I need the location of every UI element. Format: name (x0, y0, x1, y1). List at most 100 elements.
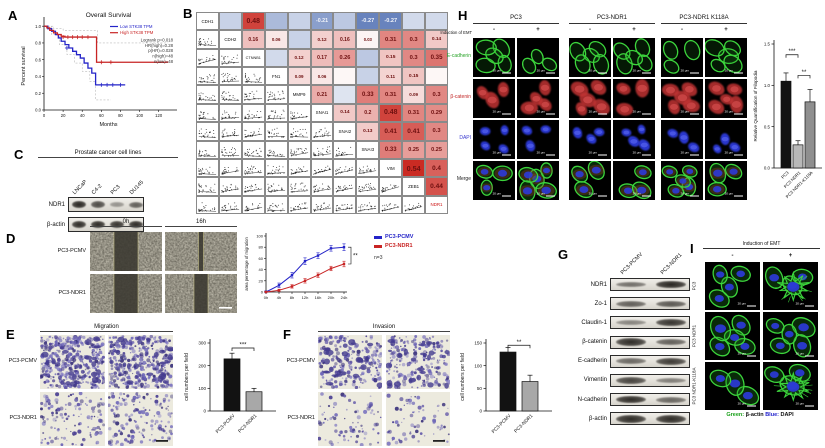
mini-scatter (221, 146, 239, 157)
if-tile-red: 20 μm (661, 79, 703, 118)
panel-i-induction-label: Induction of EMT (703, 241, 820, 249)
svg-text:20 μm: 20 μm (589, 151, 598, 155)
mini-scatter (335, 166, 354, 175)
svg-text:20 μm: 20 μm (725, 110, 734, 114)
panel-h-row-label: E-cadherin (446, 53, 471, 59)
if-tile-green: 20 μm (569, 38, 611, 77)
svg-text:40: 40 (259, 267, 264, 272)
matrix-scatter-cell (310, 195, 334, 214)
panel-h-condition-plus: + (724, 27, 728, 33)
matrix-corr-cell: 0.11 (379, 67, 403, 86)
svg-text:60: 60 (99, 113, 104, 118)
svg-text:**: ** (802, 70, 807, 76)
matrix-corr-cell (333, 85, 357, 104)
panel-c-western-blot: NDR1 β-actin (30, 197, 180, 237)
svg-text:20 μm: 20 μm (681, 110, 690, 114)
if-tile-actin: 20 μm (763, 312, 818, 360)
matrix-gene-cell: SNAI2 (333, 122, 357, 141)
svg-text:n(low)=48: n(low)=48 (154, 59, 174, 64)
matrix-scatter-cell (241, 140, 265, 159)
svg-text:area percentage of migration: area percentage of migration (244, 237, 249, 291)
transwell-image (386, 392, 450, 446)
transwell-image (386, 335, 450, 389)
svg-text:20 μm: 20 μm (537, 192, 546, 196)
matrix-scatter-cell (287, 158, 311, 178)
svg-text:PC3-PCMV: PC3-PCMV (215, 413, 237, 435)
matrix-scatter-cell (310, 177, 334, 196)
if-tile-green: 20 μm (473, 38, 515, 77)
matrix-scatter-cell (196, 177, 219, 196)
svg-text:20 μm: 20 μm (633, 110, 642, 114)
matrix-corr-cell: 0.41 (402, 122, 426, 141)
svg-text:20 μm: 20 μm (493, 151, 502, 155)
matrix-corr-cell: 0.31 (379, 30, 403, 49)
matrix-corr-cell: 0.44 (425, 177, 448, 196)
matrix-scatter-cell (196, 158, 219, 178)
wound-healing-image (165, 232, 237, 271)
if-tile-actin: 20 μm (705, 362, 760, 410)
svg-text:PC3-PCMV: PC3-PCMV (491, 413, 513, 435)
matrix-gene-cell: CTNNB1 (241, 48, 265, 68)
panel-c-lane-labels: LNCaP C4-2 PC3 DU145 (70, 160, 180, 196)
protein-band (656, 300, 686, 307)
matrix-scatter-cell (196, 30, 219, 49)
matrix-corr-cell: -0.21 (310, 12, 334, 31)
svg-text:20 μm: 20 μm (738, 352, 747, 356)
blot-strip (610, 297, 690, 311)
mini-scatter (198, 166, 217, 175)
svg-text:0h: 0h (264, 295, 268, 300)
matrix-scatter-cell (264, 122, 288, 141)
blot-row-label: Vimentin (583, 377, 607, 384)
svg-text:**: ** (353, 254, 358, 260)
if-tile-green: 20 μm (613, 38, 655, 77)
matrix-corr-cell (264, 48, 288, 68)
panel-d-row-label-ndr1: PC3-NDR1 (58, 290, 86, 296)
matrix-corr-cell: 0.4 (425, 158, 448, 178)
blot-row-label: Claudin-1 (581, 319, 607, 326)
protein-band (109, 220, 124, 229)
panel-i-row-label: PC3 (691, 281, 697, 291)
svg-text:20 μm: 20 μm (633, 69, 642, 73)
matrix-scatter-cell (241, 103, 265, 123)
protein-band (90, 220, 105, 229)
matrix-scatter-cell (310, 122, 334, 141)
blot-row: Claudin-1 (558, 316, 700, 330)
matrix-scatter-cell (196, 122, 219, 141)
if-tile-blue: 20 μm (517, 120, 559, 159)
svg-text:HR(high)=0.28: HR(high)=0.28 (145, 43, 174, 48)
svg-text:20 μm: 20 μm (589, 69, 598, 73)
panel-a-survival-plot: Overall Survival 0.0 0.2 0.4 0.6 0.8 1.0 0 20 40 6… (21, 12, 177, 128)
blot-strip (610, 354, 690, 368)
mini-scatter (312, 201, 331, 212)
mini-scatter (244, 128, 262, 138)
blot-row-label: NDR1 (48, 201, 65, 208)
matrix-gene-cell: FN1 (264, 67, 288, 86)
mini-scatter (336, 203, 354, 212)
blot-row: NDR1 (30, 197, 180, 212)
blot-row-label: N-cadherin (577, 396, 607, 403)
blot-strip (610, 335, 690, 349)
mini-scatter (198, 92, 217, 102)
mini-scatter (244, 165, 262, 175)
if-tile-red: 20 μm (613, 79, 655, 118)
panel-h-condition-minus: - (589, 27, 591, 33)
panel-i-caption: Green: β-actin Blue: DAPI (698, 412, 822, 418)
matrix-corr-cell (356, 48, 380, 68)
matrix-corr-cell (218, 12, 242, 31)
matrix-scatter-cell (264, 177, 288, 196)
matrix-scatter-cell (196, 48, 219, 68)
matrix-corr-cell: 0.03 (356, 30, 380, 49)
panel-h-row-label: β-catenin (450, 94, 471, 100)
mini-scatter (221, 110, 240, 120)
panel-g-lane-labels: PC3-PCMV PC3-NDR1 (612, 246, 712, 276)
blot-row-label: E-cadherin (577, 358, 607, 365)
matrix-corr-cell: 0.26 (333, 48, 357, 68)
svg-text:1.0: 1.0 (35, 24, 41, 29)
svg-text:1.0: 1.0 (764, 83, 771, 88)
matrix-corr-cell (425, 67, 448, 86)
matrix-scatter-cell (310, 158, 334, 178)
wound-healing-image (165, 274, 237, 313)
matrix-scatter-cell (218, 103, 242, 123)
matrix-scatter-cell (264, 140, 288, 159)
